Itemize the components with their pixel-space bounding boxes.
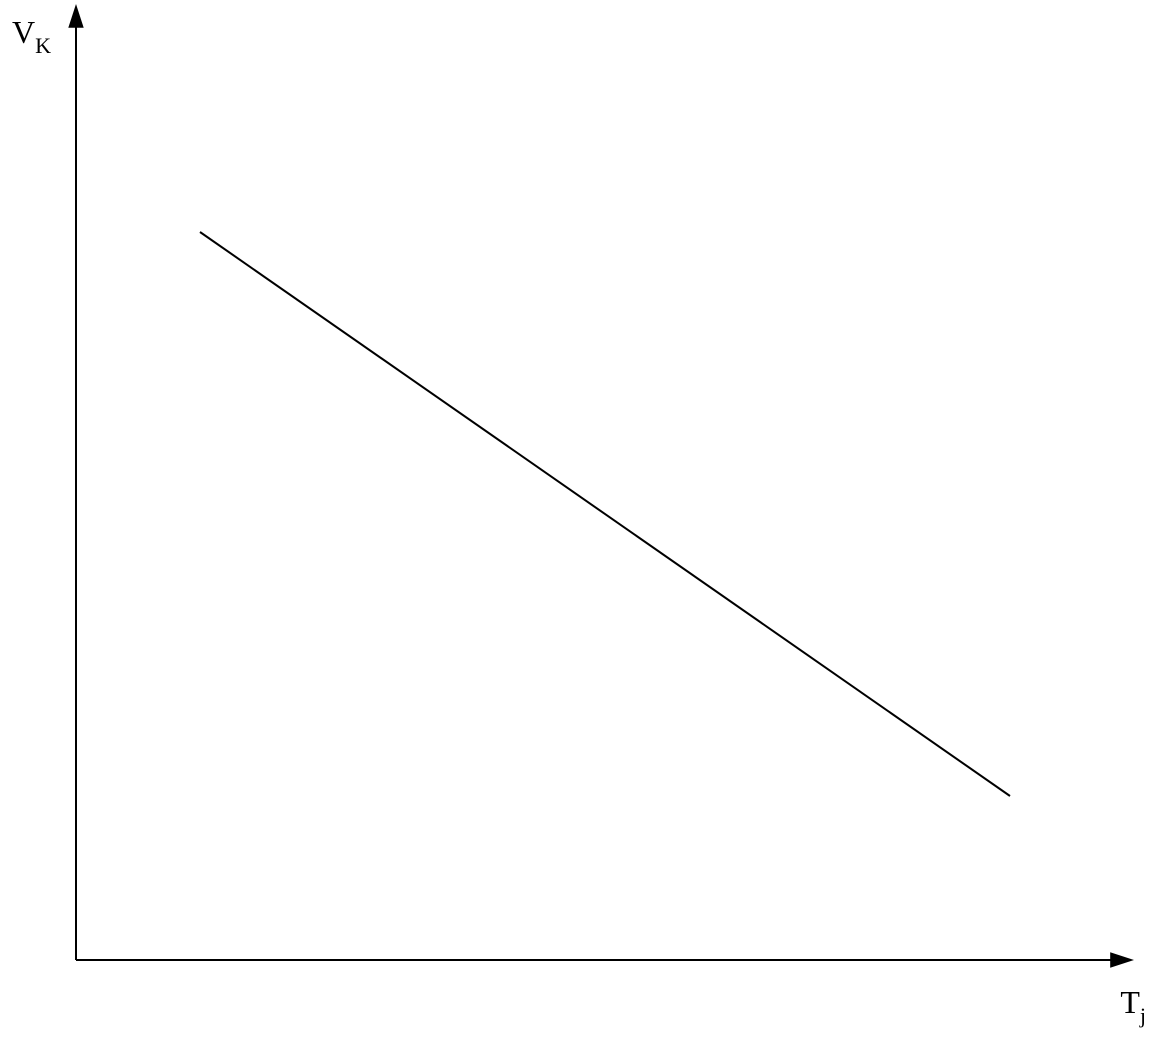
y-axis-label-sub: K bbox=[35, 33, 51, 58]
x-axis-label: Tj bbox=[1120, 984, 1146, 1023]
x-axis-label-sub: j bbox=[1140, 1003, 1146, 1028]
y-axis-label-main: V bbox=[12, 14, 35, 50]
chart-svg bbox=[0, 0, 1166, 1039]
x-axis-arrow bbox=[1110, 952, 1134, 967]
y-axis-label: VK bbox=[12, 14, 51, 53]
y-axis-arrow bbox=[68, 4, 83, 28]
x-axis-label-main: T bbox=[1120, 984, 1140, 1020]
chart-container: VK Tj bbox=[0, 0, 1166, 1039]
data-line bbox=[200, 232, 1010, 796]
